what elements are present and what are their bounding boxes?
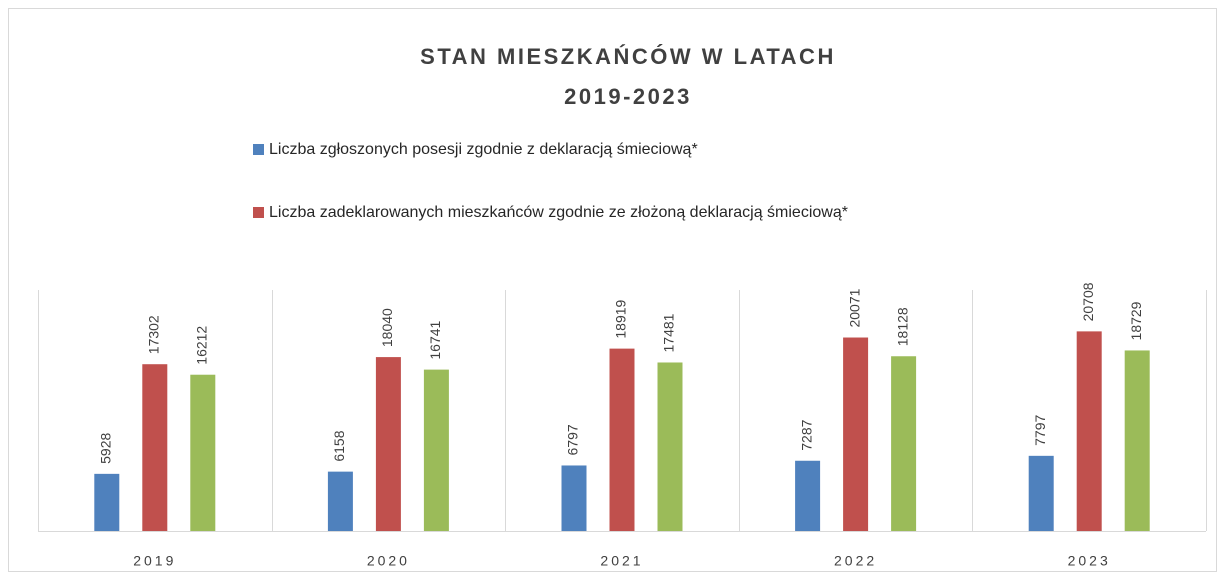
bar — [190, 374, 216, 531]
x-tick-label: 2019 — [133, 553, 176, 569]
legend-item: Liczba zgłoszonych posesji zgodnie z dek… — [253, 135, 943, 165]
x-tick-label: 2023 — [1068, 553, 1111, 569]
bar — [657, 362, 683, 531]
bar — [1076, 331, 1102, 531]
x-tick-label: 2021 — [600, 553, 643, 569]
bar — [327, 471, 353, 531]
bar — [1028, 455, 1054, 531]
legend-label: Liczba zgłoszonych posesji zgodnie z dek… — [269, 141, 698, 158]
bar — [375, 357, 401, 531]
bar — [561, 465, 587, 531]
bar — [142, 364, 168, 531]
legend-swatch — [253, 144, 264, 155]
data-label: 18040 — [379, 308, 395, 347]
bar — [891, 356, 917, 531]
x-tick-label: 2020 — [367, 553, 410, 569]
data-label: 18128 — [894, 307, 910, 346]
data-label: 7287 — [798, 419, 814, 450]
bar — [423, 369, 449, 531]
data-label: 17481 — [661, 313, 677, 352]
bar — [609, 348, 635, 531]
x-tick-label: 2022 — [834, 553, 877, 569]
legend-item: Liczba zadeklarowanych mieszkańców zgodn… — [253, 198, 943, 228]
bar — [843, 337, 869, 531]
legend-swatch — [253, 207, 264, 218]
bar — [1124, 350, 1150, 531]
data-label: 7797 — [1032, 414, 1048, 445]
data-label: 6797 — [565, 424, 581, 455]
chart-title: STAN MIESZKAŃCÓW W LATACH — [420, 44, 836, 69]
data-label: 16212 — [194, 326, 210, 365]
data-label: 17302 — [146, 315, 162, 354]
data-label: 18919 — [613, 299, 629, 338]
legend-label: Liczba zadeklarowanych mieszkańców zgodn… — [269, 204, 848, 221]
bar — [795, 460, 821, 531]
data-label: 16741 — [427, 320, 443, 359]
data-label: 20071 — [846, 288, 862, 327]
bar — [94, 473, 120, 531]
chart-title: 2019-2023 — [564, 84, 692, 109]
data-label: 20708 — [1080, 282, 1096, 321]
data-label: 5928 — [98, 432, 114, 463]
data-label: 6158 — [331, 430, 347, 461]
data-label: 18729 — [1128, 301, 1144, 340]
